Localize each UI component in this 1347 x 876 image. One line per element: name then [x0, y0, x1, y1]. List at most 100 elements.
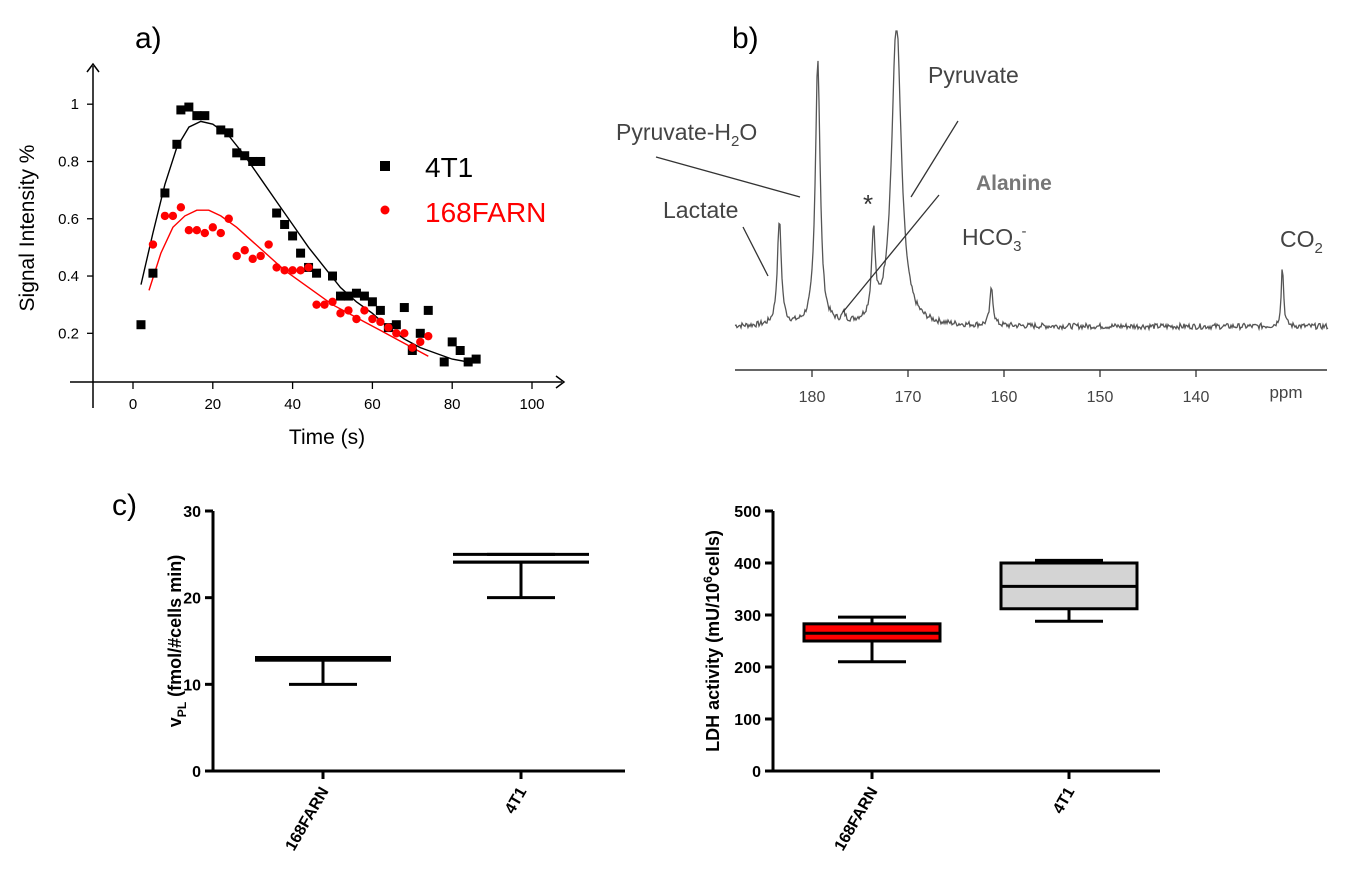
panel-a: a) 0 20 40 60 80 100 0.2 0.4 0.6 0.8 1 Time (s) Si…: [16, 22, 566, 449]
ppm-tick-label: 170: [895, 389, 922, 406]
data-point-168farn: [312, 300, 321, 309]
data-point-4t1: [399, 303, 409, 313]
data-point-168farn: [224, 214, 233, 223]
data-point-168farn: [256, 251, 265, 261]
data-point-4t1: [176, 105, 186, 115]
data-point-4t1: [328, 271, 337, 281]
data-point-4t1: [256, 156, 266, 166]
data-point-168farn: [168, 211, 178, 221]
y-tick-label: 400: [734, 556, 761, 573]
ldh-ylabel: LDH activity (mU/106cells): [701, 530, 723, 752]
panel-a-ylabel: Signal Intensity %: [16, 145, 39, 312]
panel-c: c) 0 10 20 30 168FARN 4T1 vPL (fmol/#cells mi…: [112, 489, 1160, 854]
data-point-168farn: [208, 223, 217, 232]
legend-label-168farn: 168FARN: [425, 197, 546, 228]
data-point-4t1: [391, 320, 401, 330]
y-tick-label: 0.6: [58, 211, 79, 228]
annotation-alanine: Alanine: [976, 172, 1052, 195]
panel-a-legend: 4T1 168FARN: [380, 152, 546, 228]
data-point-168farn: [240, 246, 249, 255]
data-point-4t1: [375, 305, 385, 315]
x-tick-label: 0: [129, 396, 137, 413]
data-point-4t1: [280, 219, 290, 229]
data-point-4t1: [136, 320, 146, 330]
y-tick-label: 20: [183, 591, 201, 608]
annotation-co2: CO2: [1280, 226, 1323, 257]
data-point-168farn: [336, 309, 345, 318]
data-point-4t1: [296, 248, 306, 258]
data-point-168farn: [328, 297, 337, 307]
y-tick-label: 0: [192, 764, 201, 781]
y-tick-label: 0.4: [58, 268, 79, 285]
data-point-4t1: [172, 139, 182, 149]
data-point-168farn: [272, 263, 281, 272]
data-point-168farn: [416, 337, 425, 347]
data-point-4t1: [288, 231, 298, 241]
panel-a-axes: [70, 62, 566, 408]
data-point-168farn: [184, 226, 194, 235]
data-point-168farn: [216, 228, 225, 238]
data-point-168farn: [384, 323, 393, 332]
data-point-4t1: [343, 291, 353, 301]
annotation-pyruvate: Pyruvate: [928, 62, 1019, 88]
data-point-4t1: [335, 291, 345, 301]
annotation-pyruvate-h2o: Pyruvate-H2O: [616, 119, 757, 150]
data-point-168farn: [288, 266, 297, 275]
y-tick-label: 300: [734, 608, 761, 625]
data-point-168farn: [296, 266, 305, 275]
x-tick-label: 4T1: [1050, 784, 1079, 816]
y-tick-label: 0: [752, 764, 761, 781]
x-tick-label: 168FARN: [832, 785, 882, 854]
x-tick-label: 20: [204, 396, 221, 413]
data-point-4t1: [463, 357, 473, 367]
data-point-4t1: [216, 125, 226, 135]
data-point-168farn: [264, 240, 273, 249]
data-point-168farn: [232, 251, 241, 261]
data-point-168farn: [304, 263, 313, 272]
data-point-4t1: [248, 156, 258, 166]
panel-a-data-points: [136, 102, 481, 367]
data-point-168farn: [344, 306, 353, 315]
data-point-168farn: [400, 329, 409, 338]
data-point-4t1: [224, 128, 234, 138]
data-point-168farn: [176, 203, 186, 212]
data-point-168farn: [160, 211, 170, 221]
fit-curve-4t1: [140, 120, 477, 363]
data-point-4t1: [423, 305, 433, 315]
x-tick-label: 80: [444, 396, 461, 413]
data-point-168farn: [408, 343, 417, 352]
y-tick-label: 500: [734, 504, 761, 521]
x-tick-label: 168FARN: [283, 785, 333, 854]
lactate-leader-line: [742, 226, 769, 277]
legend-marker-4t1: [380, 161, 390, 171]
data-point-168farn: [360, 306, 369, 315]
data-point-4t1: [351, 288, 361, 298]
panel-b-xlabel: ppm: [1269, 383, 1302, 402]
panel-b-axis: 180 170 160 150 140: [735, 369, 1327, 406]
vpl-box-plot: 0 10 20 30 168FARN 4T1: [183, 504, 625, 854]
data-point-4t1: [160, 188, 170, 198]
data-point-4t1: [312, 268, 322, 278]
data-point-4t1: [471, 354, 481, 364]
data-point-4t1: [367, 297, 377, 307]
data-point-4t1: [455, 345, 465, 355]
data-point-168farn: [148, 240, 158, 249]
data-point-4t1: [148, 268, 158, 278]
x-tick-label: 40: [284, 396, 301, 413]
data-point-4t1: [192, 111, 202, 121]
data-point-168farn: [352, 314, 361, 324]
ppm-tick-label: 150: [1087, 389, 1114, 406]
pyruvate-h2o-leader-line: [655, 156, 801, 198]
data-point-4t1: [439, 357, 449, 367]
data-point-168farn: [192, 226, 202, 235]
ppm-tick-label: 180: [799, 389, 826, 406]
data-point-168farn: [424, 331, 433, 341]
x-tick-label: 60: [364, 396, 381, 413]
y-tick-label: 0.2: [58, 325, 79, 342]
data-point-4t1: [232, 148, 242, 158]
data-point-4t1: [415, 328, 425, 338]
y-tick-label: 1: [71, 96, 79, 113]
y-tick-label: 0.8: [58, 153, 79, 170]
x-axis-arrow: [555, 375, 566, 389]
